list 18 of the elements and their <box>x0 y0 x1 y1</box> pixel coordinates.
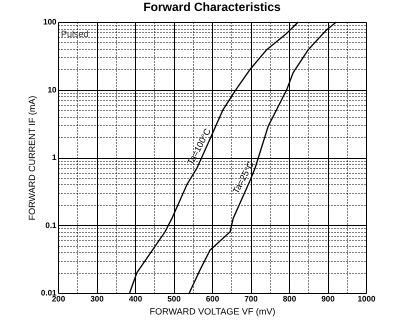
x-tick-label: 800 <box>282 294 297 304</box>
x-tick-label: 700 <box>244 294 258 304</box>
y-tick-label: 0.01 <box>40 288 58 298</box>
x-tick-label: 600 <box>206 294 220 304</box>
x-tick-label: 300 <box>90 294 104 304</box>
y-tick-label: 1 <box>52 153 58 162</box>
y-tick-label: 0.1 <box>45 220 58 230</box>
x-tick-label: 1000 <box>358 294 376 304</box>
chart-title: Forward Characteristics <box>143 0 282 14</box>
x-tick-label: 400 <box>128 294 143 304</box>
annotation: Pulsed <box>61 29 89 39</box>
y-tick-label: 100 <box>43 18 58 26</box>
y-axis-title: FORWARD CURRENT IF (mA) <box>26 96 37 220</box>
x-tick-label: 900 <box>321 294 336 304</box>
x-axis-title: FORWARD VOLTAGE VF (mV) <box>150 306 276 316</box>
x-tick-label: 200 <box>52 294 66 304</box>
x-tick-label: 500 <box>167 294 182 304</box>
y-tick-label: 10 <box>48 85 58 94</box>
